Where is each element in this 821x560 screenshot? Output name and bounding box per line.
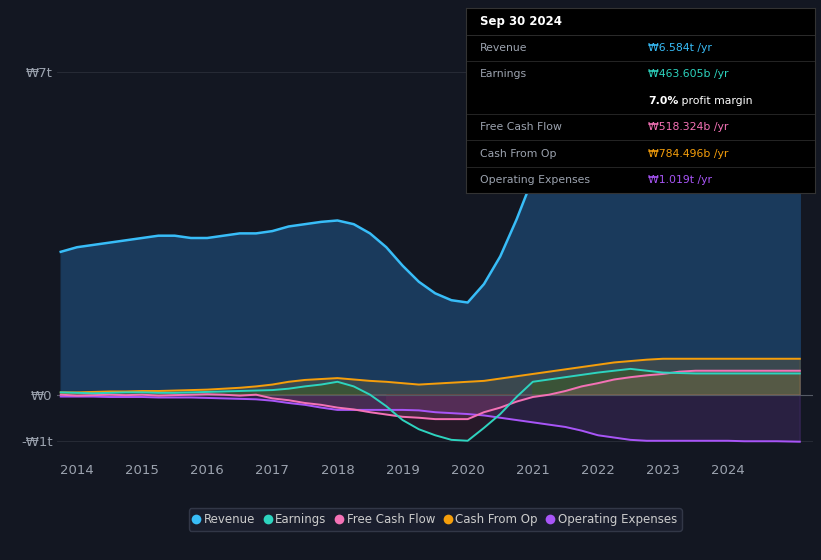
Text: ₩6.584t /yr: ₩6.584t /yr [648, 43, 712, 53]
Legend: Revenue, Earnings, Free Cash Flow, Cash From Op, Operating Expenses: Revenue, Earnings, Free Cash Flow, Cash … [189, 508, 681, 531]
Text: 7.0%: 7.0% [648, 96, 678, 106]
Text: Earnings: Earnings [480, 69, 527, 80]
Text: Cash From Op: Cash From Op [480, 148, 557, 158]
Text: Operating Expenses: Operating Expenses [480, 175, 590, 185]
Text: Free Cash Flow: Free Cash Flow [480, 122, 562, 132]
Text: ₩1.019t /yr: ₩1.019t /yr [648, 175, 712, 185]
Text: ₩518.324b /yr: ₩518.324b /yr [648, 122, 728, 132]
Text: ₩463.605b /yr: ₩463.605b /yr [648, 69, 728, 80]
Text: ₩784.496b /yr: ₩784.496b /yr [648, 148, 728, 158]
Text: Sep 30 2024: Sep 30 2024 [480, 15, 562, 28]
Text: Revenue: Revenue [480, 43, 528, 53]
Text: profit margin: profit margin [678, 96, 753, 106]
